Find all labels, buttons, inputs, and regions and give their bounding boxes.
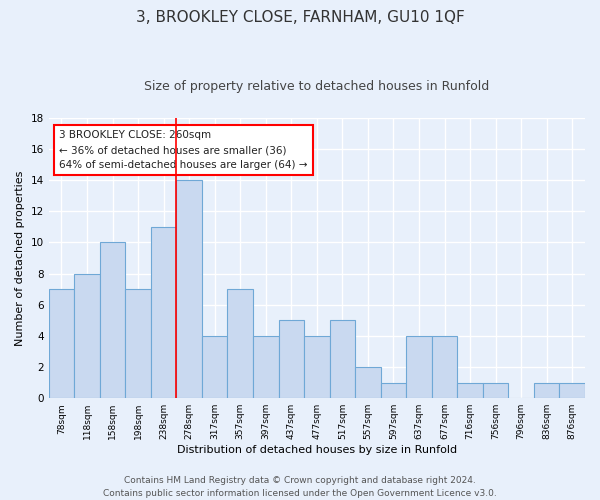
Bar: [100, 242, 125, 398]
Text: Contains HM Land Registry data © Crown copyright and database right 2024.
Contai: Contains HM Land Registry data © Crown c…: [103, 476, 497, 498]
Bar: [483, 382, 508, 398]
Bar: [559, 382, 585, 398]
Bar: [329, 320, 355, 398]
Bar: [227, 289, 253, 398]
Bar: [406, 336, 432, 398]
Text: 3, BROOKLEY CLOSE, FARNHAM, GU10 1QF: 3, BROOKLEY CLOSE, FARNHAM, GU10 1QF: [136, 10, 464, 25]
Bar: [49, 289, 74, 398]
Bar: [380, 382, 406, 398]
Bar: [355, 367, 380, 398]
X-axis label: Distribution of detached houses by size in Runfold: Distribution of detached houses by size …: [177, 445, 457, 455]
Bar: [534, 382, 559, 398]
Text: 3 BROOKLEY CLOSE: 260sqm
← 36% of detached houses are smaller (36)
64% of semi-d: 3 BROOKLEY CLOSE: 260sqm ← 36% of detach…: [59, 130, 308, 170]
Bar: [304, 336, 329, 398]
Bar: [74, 274, 100, 398]
Bar: [278, 320, 304, 398]
Bar: [176, 180, 202, 398]
Bar: [253, 336, 278, 398]
Bar: [457, 382, 483, 398]
Bar: [202, 336, 227, 398]
Title: Size of property relative to detached houses in Runfold: Size of property relative to detached ho…: [144, 80, 490, 93]
Bar: [432, 336, 457, 398]
Y-axis label: Number of detached properties: Number of detached properties: [15, 170, 25, 346]
Bar: [151, 227, 176, 398]
Bar: [125, 289, 151, 398]
